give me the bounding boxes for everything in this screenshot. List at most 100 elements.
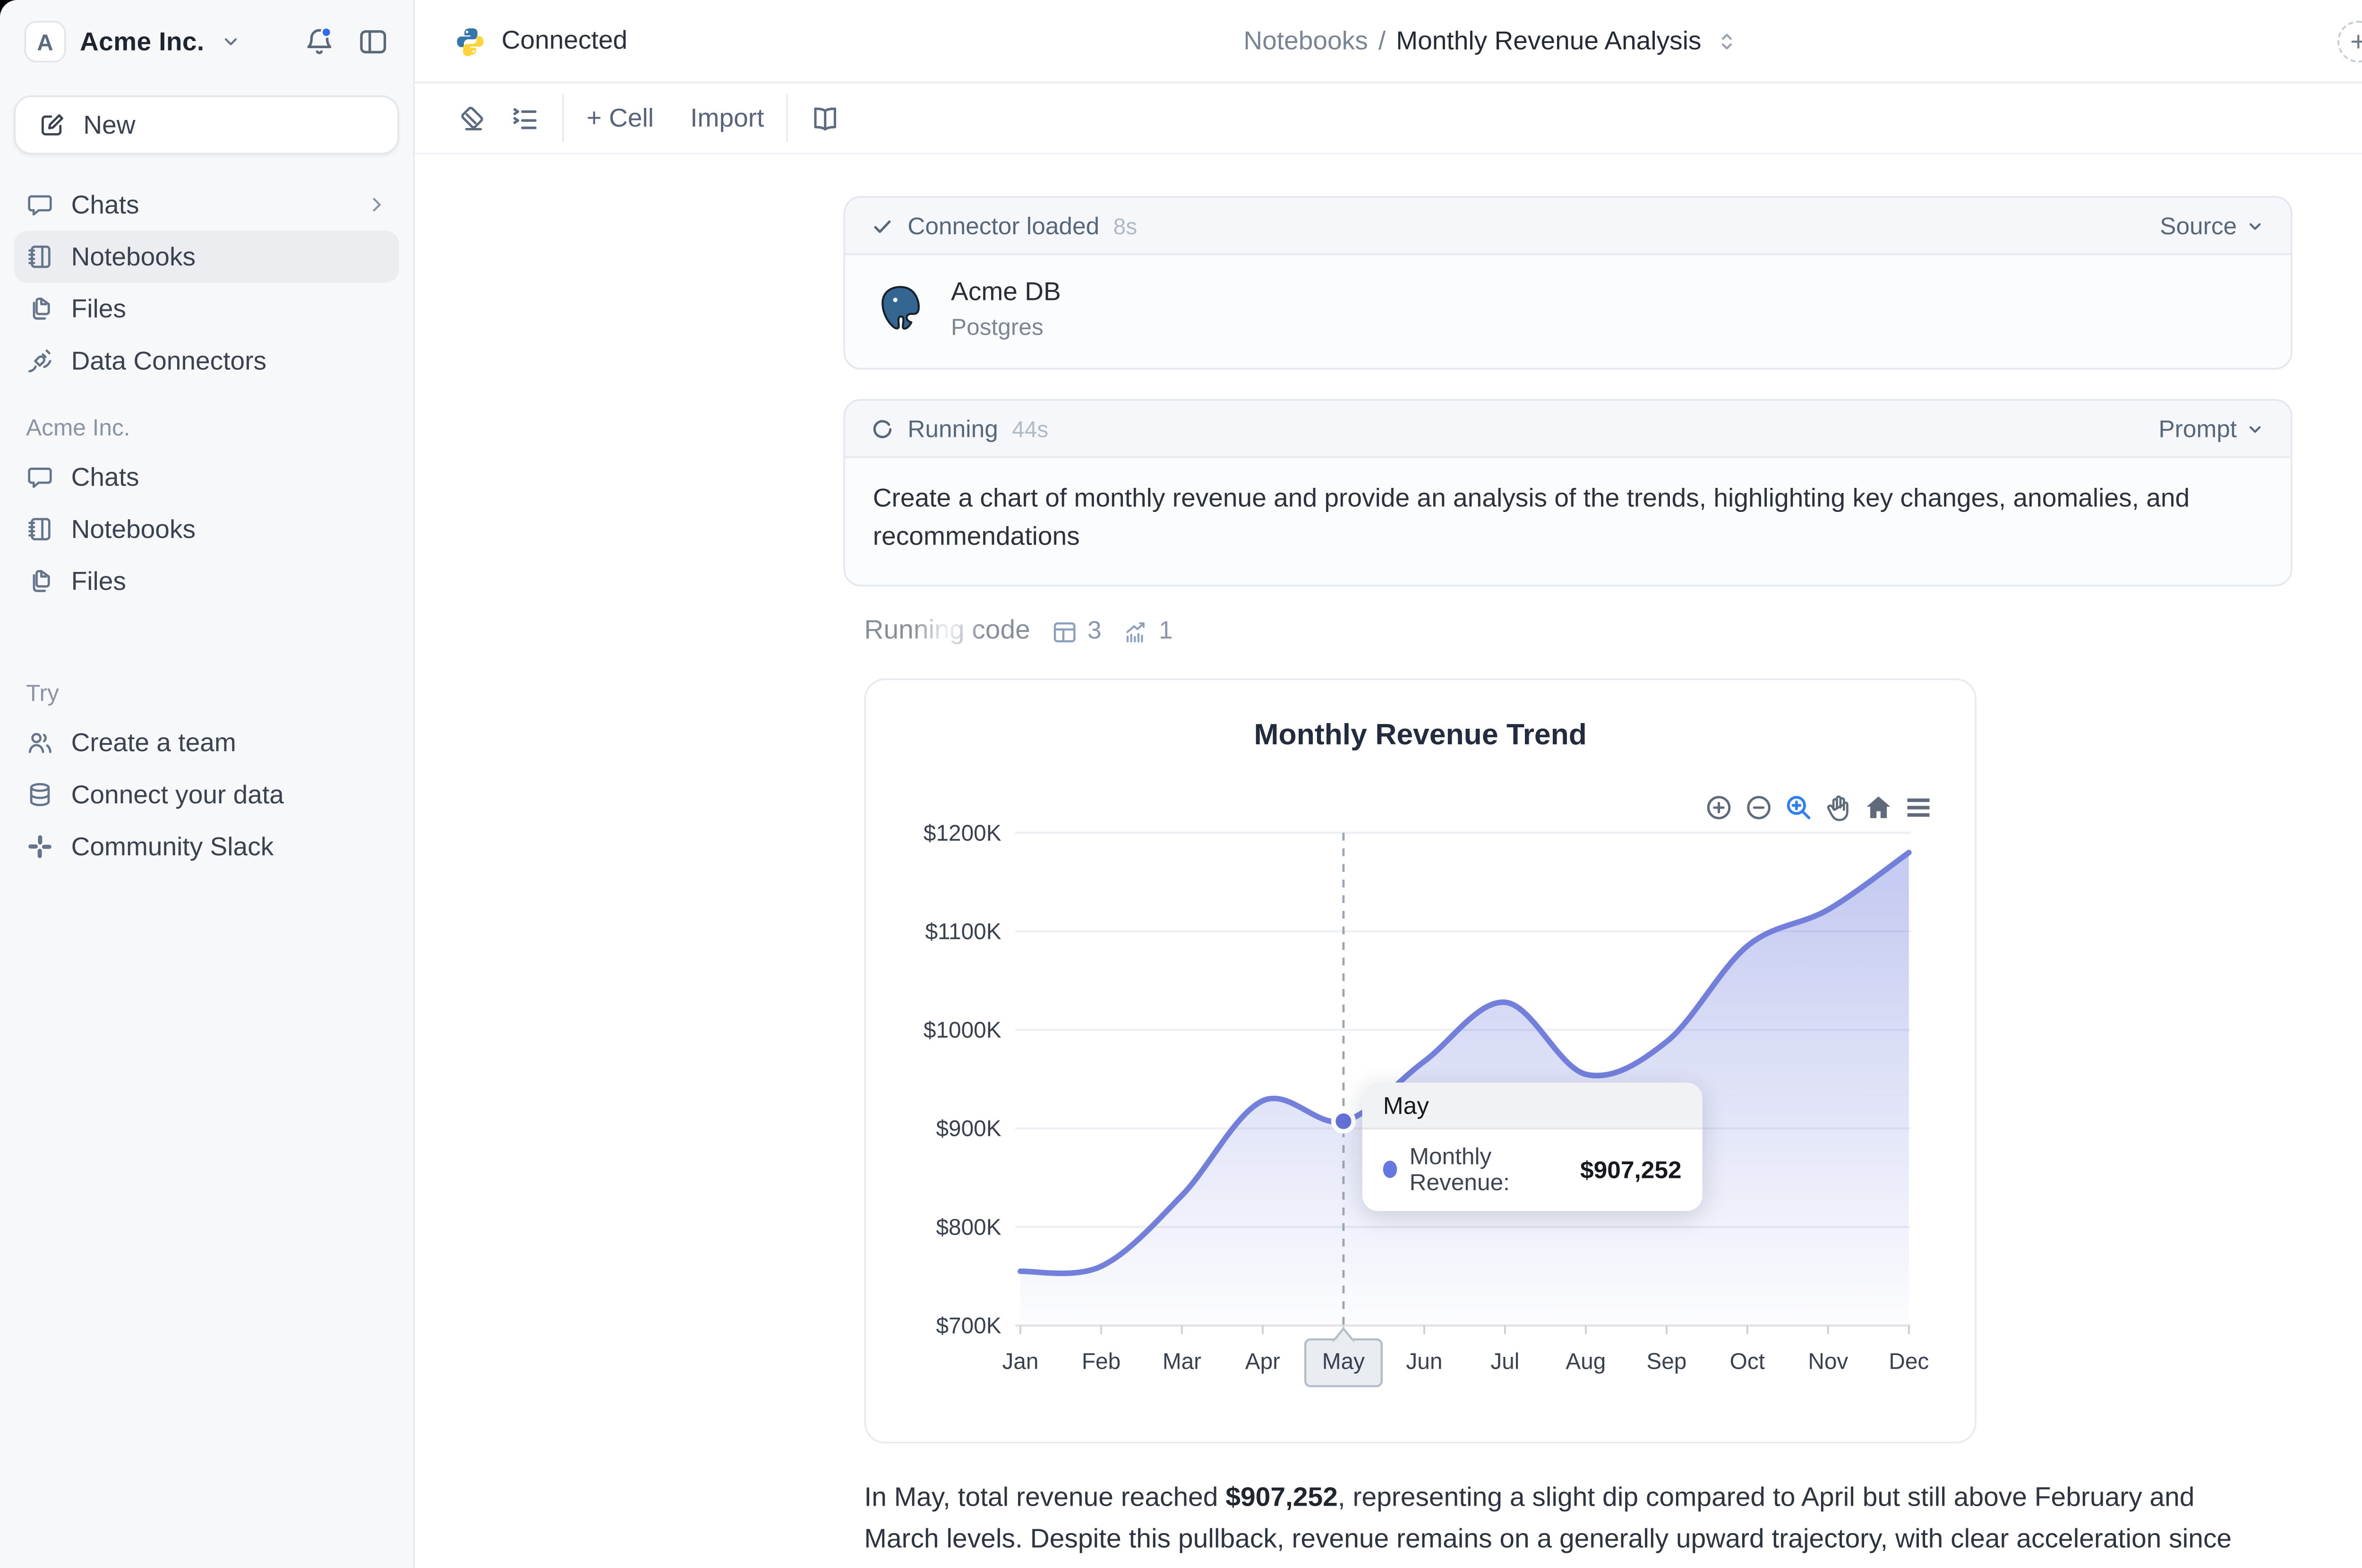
- sidebar-section-try: Try: [26, 680, 59, 707]
- svg-text:Jan: Jan: [1002, 1349, 1039, 1374]
- prompt-cell: Running 44s Prompt Create a chart of mon…: [843, 399, 2293, 587]
- cell-duration: 44s: [1012, 415, 1049, 442]
- chart-title: Monthly Revenue Trend: [1254, 718, 1587, 751]
- sidebar-item-community-slack[interactable]: Community Slack: [14, 821, 399, 873]
- menu-hamburger-icon[interactable]: [1904, 793, 1933, 822]
- svg-text:$1100K: $1100K: [925, 919, 1001, 944]
- sidebar-item-data-connectors[interactable]: Data Connectors: [14, 335, 399, 387]
- connector-cell-body[interactable]: Acme DB Postgres: [845, 255, 2291, 368]
- svg-text:Feb: Feb: [1082, 1349, 1121, 1374]
- notifications-bell-icon[interactable]: [304, 26, 335, 57]
- reset-home-icon[interactable]: [1864, 793, 1893, 822]
- prompt-text[interactable]: Create a chart of monthly revenue and pr…: [873, 484, 2190, 552]
- import-button[interactable]: Import: [690, 103, 764, 133]
- kernel-status: Connected: [454, 25, 627, 56]
- svg-text:$1200K: $1200K: [924, 821, 1001, 846]
- chat-icon: [26, 191, 54, 219]
- sidebar-item-label: Connect your data: [71, 780, 284, 810]
- source-dropdown[interactable]: Source: [2160, 212, 2265, 239]
- sidebar-item-ws-chats[interactable]: Chats: [14, 451, 399, 503]
- breadcrumb-separator: /: [1378, 26, 1386, 56]
- sidebar-item-chats[interactable]: Chats: [14, 179, 399, 230]
- tooltip-category: May: [1362, 1082, 1703, 1130]
- sidebar-item-create-team[interactable]: Create a team: [14, 716, 399, 768]
- analysis-suffix: , representing a slight dip compared to …: [864, 1483, 2232, 1555]
- analysis-prefix: In May, total revenue reached: [864, 1483, 1226, 1513]
- svg-text:$700K: $700K: [936, 1313, 1001, 1338]
- sidebar-item-ws-files[interactable]: Files: [14, 555, 399, 607]
- sidebar-item-label: Data Connectors: [71, 346, 267, 376]
- chart-toolbox: [1704, 793, 1933, 822]
- chat-icon: [26, 463, 54, 491]
- svg-text:Jun: Jun: [1406, 1349, 1442, 1374]
- pan-hand-icon[interactable]: [1824, 793, 1853, 822]
- check-icon: [871, 214, 894, 237]
- slack-icon: [26, 833, 54, 861]
- chevron-updown-icon[interactable]: [1715, 29, 1738, 52]
- notebook-icon: [26, 515, 54, 543]
- workspace-logo: A: [24, 21, 66, 63]
- clear-outputs-eraser-icon[interactable]: [456, 103, 486, 133]
- svg-text:Dec: Dec: [1889, 1349, 1929, 1374]
- cell-duration: 8s: [1113, 212, 1138, 239]
- prompt-dropdown[interactable]: Prompt: [2158, 415, 2265, 443]
- breadcrumb[interactable]: Notebooks / Monthly Revenue Analysis: [1243, 26, 1738, 56]
- postgres-icon: [871, 280, 930, 339]
- cell-status-label: Connector loaded: [907, 212, 1100, 239]
- add-cell-button[interactable]: + Cell: [586, 103, 654, 133]
- spinner-icon: [871, 417, 894, 440]
- kernel-status-label: Connected: [501, 26, 628, 56]
- page-title: Monthly Revenue Analysis: [1396, 26, 1702, 56]
- chevron-down-icon: [2249, 222, 2261, 229]
- tooltip-series-label: Monthly Revenue:: [1409, 1143, 1510, 1196]
- sidebar-item-files[interactable]: Files: [14, 283, 399, 335]
- connector-cell-header: Connector loaded 8s Source: [845, 197, 2291, 255]
- table-output-count: 3: [1087, 617, 1102, 646]
- sidebar: A Acme Inc. New: [0, 0, 415, 1568]
- sidebar-item-ws-notebooks[interactable]: Notebooks: [14, 503, 399, 555]
- chart-card: Monthly Revenue Trend $1200K $1100K $1000K…: [864, 678, 1977, 1444]
- chevron-down-icon: [2249, 425, 2261, 432]
- svg-text:$1000K: $1000K: [924, 1018, 1001, 1043]
- sidebar-item-label: Chats: [71, 462, 139, 492]
- chart-output-icon: [1122, 619, 1148, 645]
- compose-icon: [38, 111, 66, 139]
- notebook-canvas: Connector loaded 8s Source Acme DB: [414, 154, 2362, 1568]
- sidebar-item-label: Files: [71, 566, 126, 596]
- users-icon: [26, 729, 54, 757]
- running-code-label: Running code: [864, 616, 1030, 647]
- svg-text:Sep: Sep: [1646, 1349, 1686, 1374]
- notebook-toolbar: + Cell Import Stop All: [414, 83, 2362, 154]
- workspace-name: Acme Inc.: [79, 26, 205, 57]
- sidebar-item-label: Files: [71, 294, 126, 324]
- docs-book-icon[interactable]: [811, 103, 840, 133]
- sidebar-section-workspace: Acme Inc.: [26, 414, 130, 441]
- sidebar-try-nav: Create a team Connect your data Communit…: [0, 716, 413, 873]
- new-button[interactable]: New: [14, 95, 399, 154]
- sidebar-toggle-icon[interactable]: [358, 26, 389, 57]
- svg-text:Mar: Mar: [1163, 1349, 1201, 1374]
- sidebar-item-connect-data[interactable]: Connect your data: [14, 768, 399, 820]
- breadcrumb-section[interactable]: Notebooks: [1243, 26, 1368, 56]
- series-dot-icon: [1383, 1160, 1397, 1178]
- running-code-row: Running code 3 1: [864, 616, 1172, 647]
- sidebar-item-notebooks[interactable]: Notebooks: [14, 230, 399, 283]
- connector-cell: Connector loaded 8s Source Acme DB: [843, 196, 2293, 370]
- table-output-icon: [1051, 619, 1077, 645]
- outline-list-icon[interactable]: [510, 103, 539, 133]
- sidebar-item-label: Community Slack: [71, 832, 274, 861]
- chart-tooltip: May Monthly Revenue: $907,252: [1362, 1082, 1703, 1211]
- analysis-value: $907,252: [1225, 1483, 1338, 1513]
- db-type: Postgres: [951, 314, 1044, 340]
- workspace-switcher[interactable]: A Acme Inc.: [0, 0, 413, 83]
- zoom-out-icon[interactable]: [1744, 793, 1773, 822]
- invite-button[interactable]: [2337, 20, 2362, 62]
- svg-text:May: May: [1322, 1349, 1365, 1374]
- svg-text:Oct: Oct: [1730, 1349, 1765, 1374]
- files-icon: [26, 567, 54, 595]
- zoom-select-icon[interactable]: [1784, 793, 1813, 822]
- svg-text:Apr: Apr: [1245, 1349, 1280, 1374]
- prompt-cell-header: Running 44s Prompt: [845, 401, 2291, 458]
- source-dropdown-label: Source: [2160, 212, 2237, 239]
- zoom-in-icon[interactable]: [1704, 793, 1733, 822]
